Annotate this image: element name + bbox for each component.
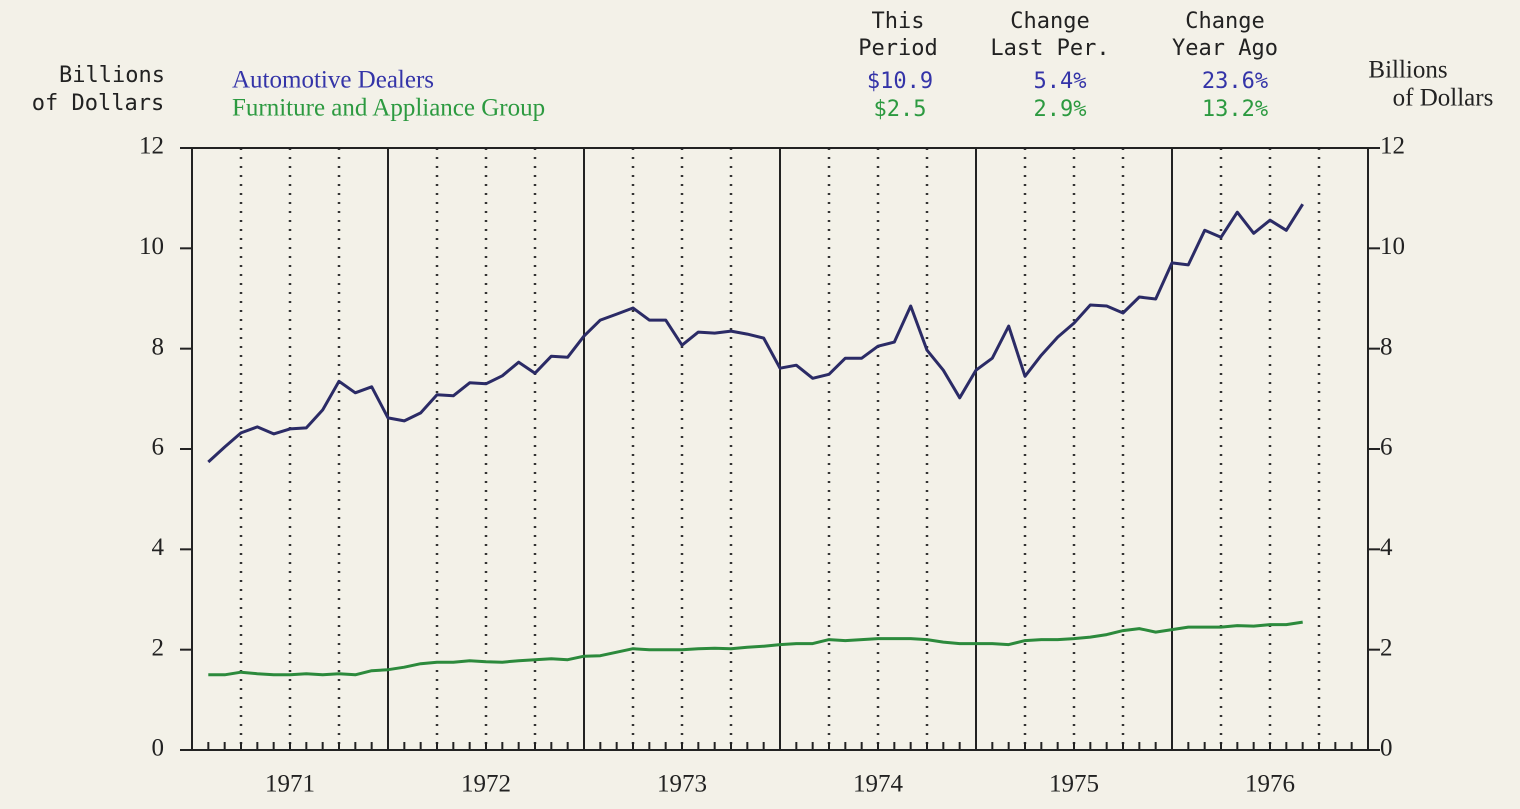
table-header: Change bbox=[1185, 9, 1264, 34]
table-header: Year Ago bbox=[1172, 36, 1278, 61]
table-header: This bbox=[872, 9, 925, 34]
table-cell: 2.9% bbox=[1034, 97, 1087, 122]
table-header: Last Per. bbox=[990, 36, 1109, 61]
y2-tick-label: 10 bbox=[1380, 233, 1405, 260]
x-tick-label: 1971 bbox=[265, 771, 315, 798]
legend-label: Automotive Dealers bbox=[232, 67, 434, 94]
table-cell: 13.2% bbox=[1202, 97, 1268, 122]
y-tick-label: 10 bbox=[139, 233, 164, 260]
y2-tick-label: 8 bbox=[1380, 333, 1393, 360]
y-axis-title: Billions bbox=[59, 63, 165, 88]
table-cell: $10.9 bbox=[867, 69, 933, 94]
y2-tick-label: 4 bbox=[1380, 534, 1393, 561]
x-tick-label: 1975 bbox=[1049, 771, 1099, 798]
x-tick-label: 1972 bbox=[461, 771, 511, 798]
table-header: Period bbox=[858, 36, 937, 61]
series-line bbox=[207, 203, 1304, 464]
y-tick-label: 4 bbox=[152, 534, 165, 561]
y2-axis-title: of Dollars bbox=[1393, 85, 1494, 112]
series-line bbox=[208, 620, 1303, 677]
legend-label: Furniture and Appliance Group bbox=[232, 95, 545, 122]
table-header: Change bbox=[1010, 9, 1089, 34]
y-axis-title: of Dollars bbox=[32, 91, 164, 116]
y-tick-label: 12 bbox=[139, 133, 164, 160]
y2-tick-label: 12 bbox=[1380, 133, 1405, 160]
table-cell: 23.6% bbox=[1202, 69, 1268, 94]
x-tick-label: 1974 bbox=[853, 771, 904, 798]
y-tick-label: 0 bbox=[152, 735, 165, 762]
y2-tick-label: 0 bbox=[1380, 735, 1393, 762]
x-tick-label: 1976 bbox=[1245, 771, 1295, 798]
y2-axis-title: Billions bbox=[1368, 57, 1447, 84]
y2-tick-label: 6 bbox=[1380, 434, 1393, 461]
y-tick-label: 2 bbox=[152, 634, 165, 661]
y-tick-label: 8 bbox=[152, 333, 165, 360]
y-tick-label: 6 bbox=[152, 434, 165, 461]
x-tick-label: 1973 bbox=[657, 771, 707, 798]
y2-tick-label: 2 bbox=[1380, 634, 1393, 661]
table-cell: 5.4% bbox=[1034, 69, 1087, 94]
table-cell: $2.5 bbox=[874, 97, 927, 122]
